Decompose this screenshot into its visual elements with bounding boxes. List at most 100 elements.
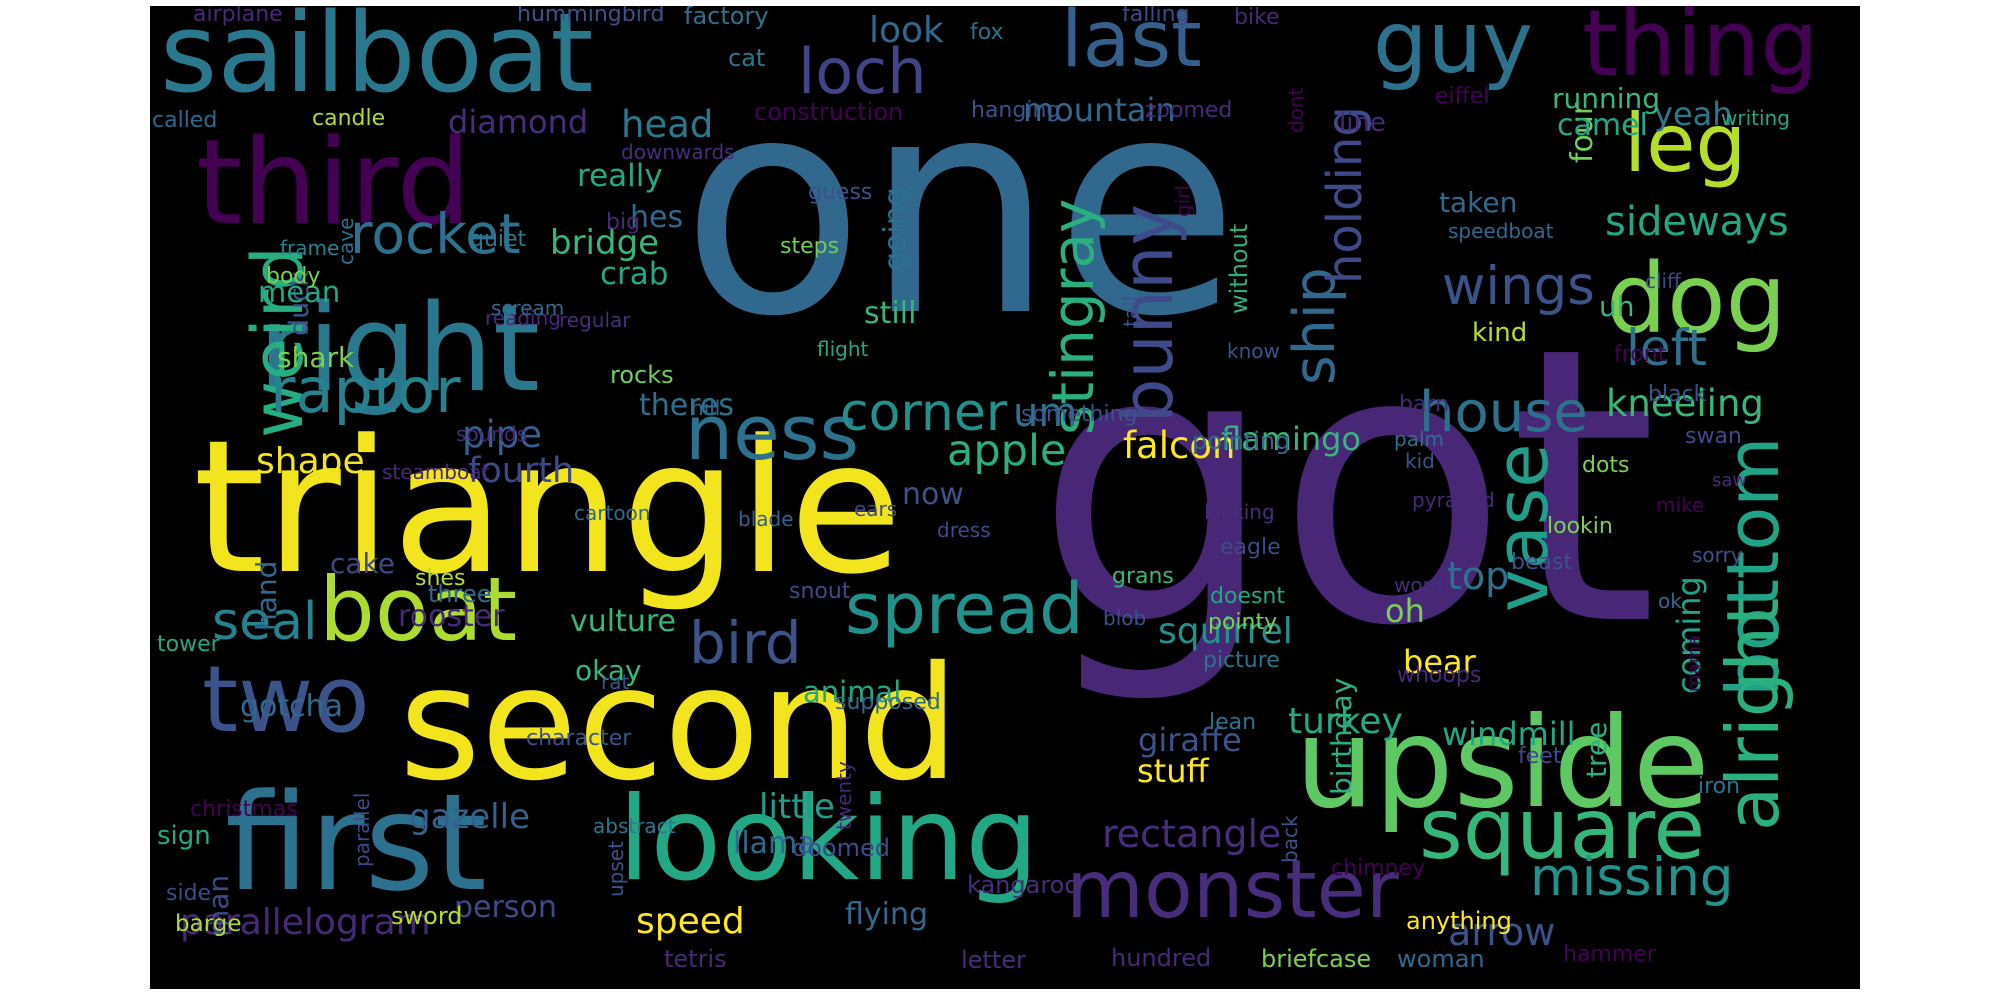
word-raptor: raptor [270,354,461,427]
word-steamboat: steamboat [382,460,490,484]
word-sign: sign [157,821,211,851]
word-steps: steps [780,234,840,259]
word-pointy: pointy [1208,610,1278,635]
word-bike: bike [1234,6,1280,30]
word-black: black [1648,382,1707,407]
word-crab: crab [600,256,669,292]
word-head: head [621,103,714,146]
word-rocket: rocket [350,202,521,266]
word-kneeling: kneeling [1606,382,1764,425]
word-really: really [577,158,663,194]
word-grans: grans [1112,564,1174,589]
word-called: called [152,108,218,133]
word-sounds: sounds [456,422,528,446]
word-cake: cake [330,547,395,580]
word-person: person [454,890,557,925]
word-third: third [196,113,472,251]
word-wings: wings [1442,256,1595,317]
word-guess: guess [808,180,873,205]
word-shape: shape [256,441,365,482]
word-speedboat: speedboat [1448,219,1554,243]
word-flamingo: flamingo [1221,420,1361,458]
word-seal: seal [212,592,318,652]
word-leg: leg [1624,97,1747,190]
word-shark: shark [277,341,355,374]
word-giraffe: giraffe [1138,721,1242,759]
word-tetris: tetris [664,945,727,973]
word-um: um [1013,390,1078,436]
word-pyramid: pyramid [1412,488,1495,512]
word-bear: bear [1403,643,1476,681]
word-looking: looking [618,772,1039,907]
word-whoops: whoops [1397,663,1482,688]
word-one: one [681,33,1240,382]
word-kid: kid [1405,449,1435,473]
word-still: still [864,296,917,331]
word-right: right [258,280,540,419]
word-got: got [1035,266,1658,709]
word-upset: upset [604,841,628,897]
word-hes: hes [630,200,684,235]
word-hand: hand [250,560,283,631]
word-guy: guy [1373,6,1533,93]
word-know: know [1227,339,1280,363]
word-scream: scream [491,296,565,320]
word-without: without [1225,223,1253,314]
word-loch: loch [798,35,927,108]
word-christmas: christmas [190,797,298,822]
word-falcon: falcon [1123,424,1236,467]
word-ears: ears [854,497,898,521]
word-briefcase: briefcase [1261,945,1372,973]
word-barn: barn [1399,392,1450,417]
word-tail: tail [1119,295,1143,327]
word-body: body [266,264,321,289]
word-cloud: one got triangle second upside first looking sa… [150,6,1860,989]
word-kind: kind [1472,318,1528,348]
word-mike: mike [1656,493,1705,517]
word-tree: tree [1580,721,1613,778]
word-doomed: doomed [792,834,890,862]
word-lookin: lookin [1547,514,1613,539]
word-squirrel: squirrel [1158,611,1293,652]
word-frame: frame [280,236,340,260]
word-flight: flight [817,337,869,361]
word-side: side [166,881,212,906]
word-speed: speed [636,901,745,942]
word-missing: missing [1530,847,1734,908]
word-now: now [902,477,964,512]
word-pipe: pipe [462,413,543,456]
word-cartoon: cartoon [574,501,651,525]
word-anything: anything [1406,907,1512,935]
word-sailboat: sailboat [160,6,594,117]
word-corner: corner [840,383,1008,443]
word-yeah: yeah [1654,95,1733,133]
word-cliff: cliff [1645,269,1681,293]
word-something: something [1021,402,1138,427]
word-rat: rat [601,670,630,694]
word-little: little [759,787,835,827]
word-triangle: triangle [193,401,903,615]
word-theres: theres [639,388,734,423]
word-writing: writing [1721,106,1790,130]
word-feet: feet [1518,744,1562,769]
word-ok: ok [1658,589,1682,613]
word-hummingbird: hummingbird [517,6,665,27]
word-left: left [1626,319,1707,377]
word-animal: animal [803,675,902,709]
word-eiffel: eiffel [1435,84,1490,109]
word-front: front [1614,342,1667,367]
word-flying: flying [845,897,929,932]
word-two: two [202,646,370,753]
word-back: back [1278,815,1302,863]
word-parallelogram: parallelogram [180,902,431,943]
word-look: look [869,10,944,51]
word-word: word [1394,573,1444,597]
word-supposed: supposed [835,690,941,715]
word-regular: regular [559,308,631,332]
word-rectangle: rectangle [1102,812,1282,856]
word-reading: reading [485,306,561,330]
word-rooster: rooster [398,599,505,634]
word-palm: palm [1394,427,1444,451]
word-cat: cat [728,44,766,72]
word-saw: saw [1712,470,1748,491]
